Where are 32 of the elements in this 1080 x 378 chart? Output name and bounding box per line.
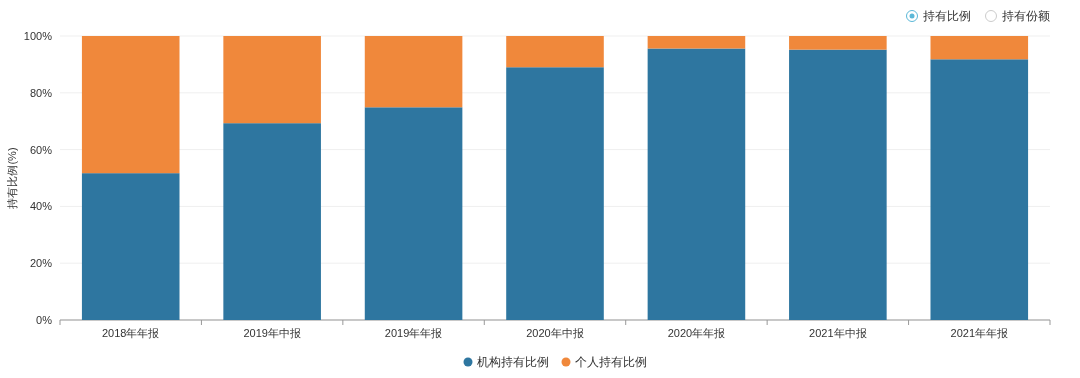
x-tick-label: 2020年中报 — [526, 327, 584, 339]
bar — [930, 59, 1029, 320]
text: 持有比例 — [923, 9, 971, 23]
bar — [81, 173, 180, 320]
bar — [223, 36, 321, 124]
y-tick-label: 80% — [29, 86, 53, 99]
x-tick-label: 2021年中报 — [809, 327, 867, 339]
y-tick-label: 100% — [23, 30, 53, 42]
bar — [789, 49, 887, 320]
y-tick-label: 40% — [29, 200, 53, 213]
y-tick-label: 20% — [29, 257, 53, 270]
bar — [647, 48, 746, 320]
x-tick-label: 2019年年报 — [384, 327, 443, 339]
bar — [789, 36, 887, 50]
bar — [930, 36, 1029, 60]
x-tick-label: 2020年年报 — [667, 327, 726, 339]
bar — [647, 36, 746, 49]
bar — [223, 123, 321, 320]
bar — [506, 36, 604, 68]
x-tick-label: 2019年中报 — [243, 327, 301, 339]
x-tick-label: 2021年年报 — [950, 327, 1009, 339]
text: 持有份额 — [1002, 9, 1050, 23]
legend-label: 机构持有比例 — [477, 355, 549, 369]
y-tick-label: 60% — [29, 143, 53, 156]
bar — [364, 36, 463, 108]
legend-label: 个人持有比例 — [575, 355, 647, 369]
bar — [81, 36, 180, 174]
x-tick-label: 2018年年报 — [101, 327, 160, 339]
bar — [506, 67, 604, 320]
y-axis-title: 持有比例(%) — [6, 147, 18, 209]
y-tick-label: 0% — [36, 314, 53, 326]
bar — [364, 107, 463, 320]
